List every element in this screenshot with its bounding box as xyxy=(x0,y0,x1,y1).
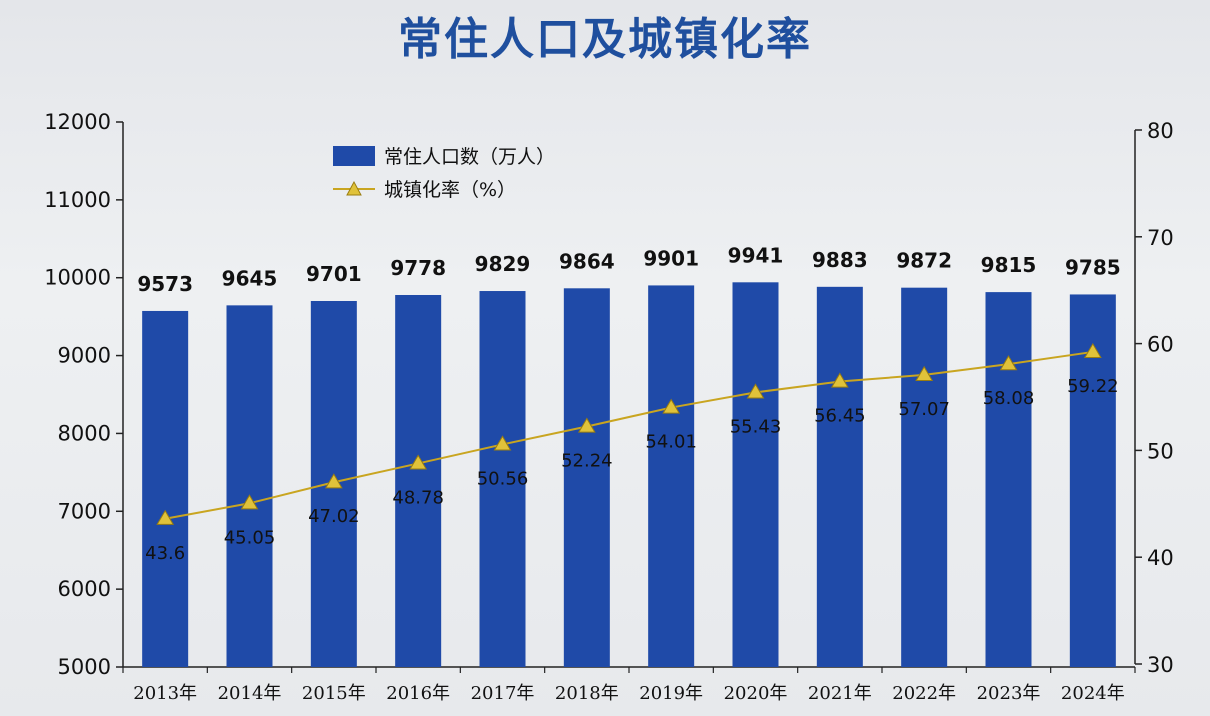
y-left-tick-label: 7000 xyxy=(58,499,111,523)
line-point xyxy=(1083,342,1102,359)
line-data-label: 50.56 xyxy=(477,468,529,489)
bar xyxy=(985,292,1032,667)
bar-data-label: 9829 xyxy=(475,252,531,276)
y-right-tick-label: 60 xyxy=(1147,333,1174,357)
line-point xyxy=(156,509,175,525)
bar-data-label: 9815 xyxy=(981,253,1037,277)
legend: 常住人口数（万人） 城镇化率（%） xyxy=(333,146,555,201)
bar-data-label: 9941 xyxy=(728,243,784,267)
x-tick-label: 2014年 xyxy=(218,683,282,704)
bar-data-label: 9785 xyxy=(1065,255,1121,279)
y-left-tick-label: 8000 xyxy=(58,421,111,445)
line-point xyxy=(577,417,596,433)
bar xyxy=(901,287,948,667)
line-point xyxy=(915,365,934,381)
line-point xyxy=(999,355,1018,371)
y-left-tick-label: 11000 xyxy=(44,188,111,212)
line-data-label: 54.01 xyxy=(645,432,697,453)
x-tick-label: 2022年 xyxy=(892,683,956,704)
line-data-label: 43.6 xyxy=(145,543,185,564)
y-left-tick-label: 10000 xyxy=(44,266,111,290)
chart-title: 常住人口及城镇化率 xyxy=(398,14,812,65)
bar-data-label: 9864 xyxy=(559,249,615,273)
bar-data-label: 9645 xyxy=(222,266,278,290)
bar xyxy=(395,294,442,667)
line-point xyxy=(830,372,849,388)
legend-swatch-marker xyxy=(346,180,362,196)
axes: 5000 6000 7000 8000 9000 10000 11000 12000 30 40 5… xyxy=(44,110,1174,704)
line-data-label: 58.08 xyxy=(983,388,1035,409)
line-data-label: 52.24 xyxy=(561,450,613,471)
line-point xyxy=(409,454,428,470)
x-tick-label: 2015年 xyxy=(302,683,366,704)
x-tick-label: 2019年 xyxy=(639,683,703,704)
y-left-tick-label: 5000 xyxy=(58,655,111,679)
line-data-label: 56.45 xyxy=(814,406,866,427)
bar xyxy=(142,310,189,667)
x-tick-label: 2020年 xyxy=(724,683,788,704)
bar-data-label: 9778 xyxy=(390,256,446,280)
y-left-tick-label: 6000 xyxy=(58,577,111,601)
bar xyxy=(648,285,695,667)
x-tick-label: 2017年 xyxy=(471,683,535,704)
line-data-label: 47.02 xyxy=(308,506,360,527)
line-point xyxy=(493,435,512,451)
bar-data-label: 9883 xyxy=(812,248,868,272)
bar xyxy=(816,286,863,667)
bar-data-label: 9872 xyxy=(896,249,952,273)
x-tick-label: 2023年 xyxy=(977,683,1041,704)
bar xyxy=(479,291,526,667)
bar-data-label: 9701 xyxy=(306,262,362,286)
x-tick-label: 2013年 xyxy=(133,683,197,704)
line-point xyxy=(746,383,765,399)
line-point xyxy=(662,398,681,414)
bar-data-label: 9573 xyxy=(137,272,193,296)
line-point xyxy=(240,494,259,510)
bar xyxy=(226,305,273,667)
bar xyxy=(732,282,779,667)
legend-swatch-bar xyxy=(333,146,375,166)
x-tick-label: 2024年 xyxy=(1061,683,1125,704)
x-tick-label: 2018年 xyxy=(555,683,619,704)
line-path xyxy=(164,350,1093,520)
bar xyxy=(563,288,610,667)
x-tick-label: 2016年 xyxy=(386,683,450,704)
y-right-tick-label: 30 xyxy=(1147,653,1174,677)
line-data-label: 57.07 xyxy=(898,399,950,420)
line-data-label: 59.22 xyxy=(1067,376,1119,397)
y-right-tick-label: 80 xyxy=(1147,119,1174,143)
line-point xyxy=(324,473,343,489)
legend-label-line: 城镇化率（%） xyxy=(384,179,516,201)
y-left-tick-label: 9000 xyxy=(58,344,111,368)
line-data-label: 55.43 xyxy=(730,416,782,437)
bar-data-label: 9901 xyxy=(643,246,699,270)
line-data-label: 48.78 xyxy=(392,487,444,508)
legend-label-bar: 常住人口数（万人） xyxy=(384,146,555,168)
x-tick-label: 2021年 xyxy=(808,683,872,704)
bar-series: 9573 9645 9701 9778 9829 9864 9901 9941 9883 9872… xyxy=(137,243,1121,667)
line-series: 43.6 45.05 47.02 48.78 50.56 52.24 54.01 55.43 5… xyxy=(145,342,1119,564)
y-right-tick-label: 50 xyxy=(1147,439,1174,463)
line-data-label: 45.05 xyxy=(224,527,276,548)
y-right-tick-label: 40 xyxy=(1147,546,1174,570)
y-right-tick-label: 70 xyxy=(1147,226,1174,250)
y-left-tick-label: 12000 xyxy=(44,110,111,134)
